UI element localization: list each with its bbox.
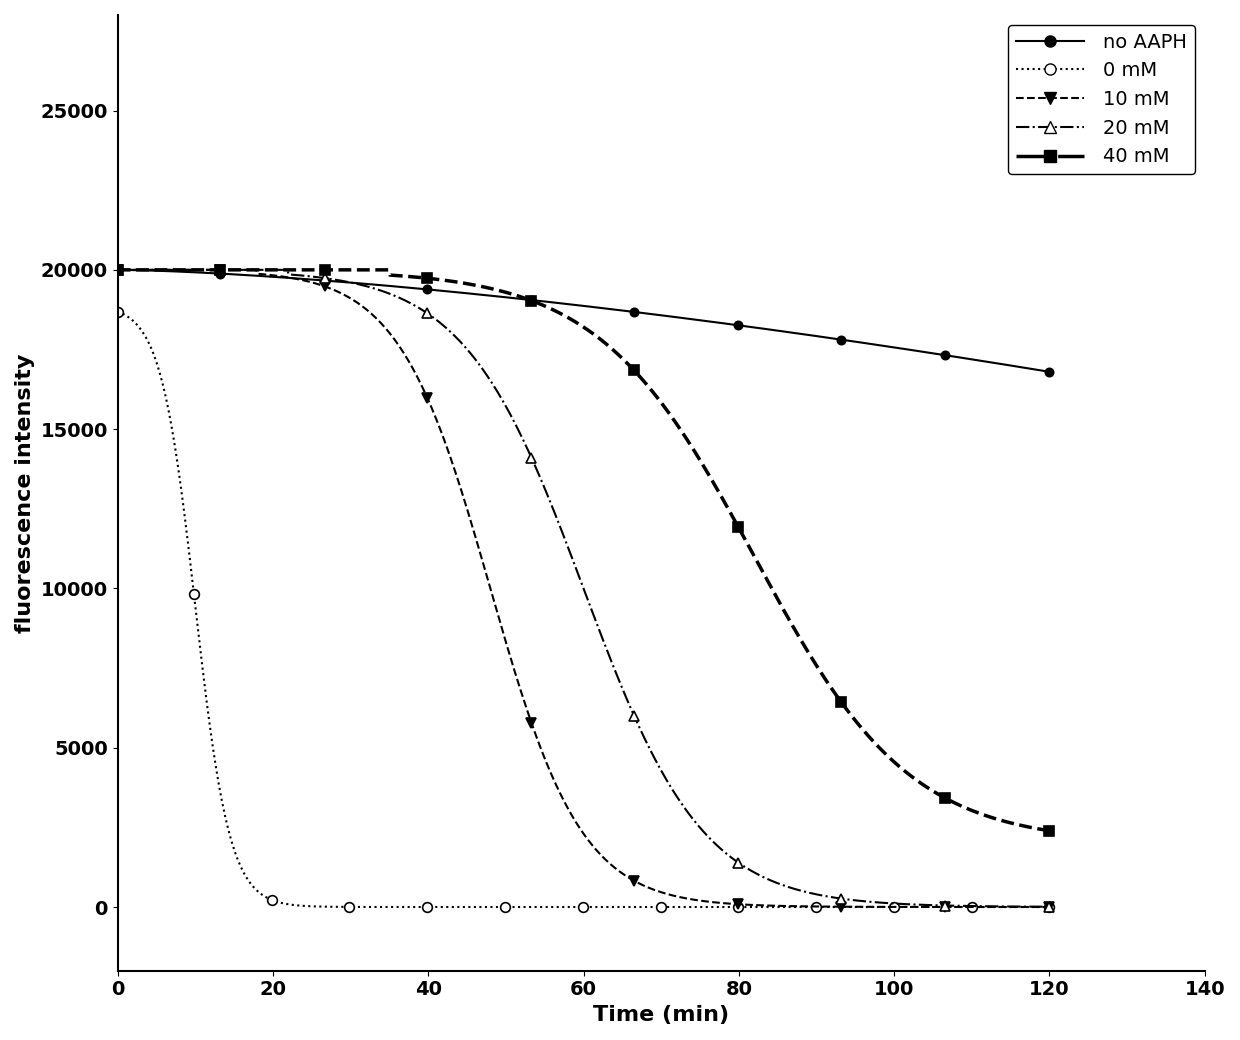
0 mM bbox=[808, 901, 823, 913]
0 mM bbox=[264, 893, 279, 906]
20 mM bbox=[833, 892, 848, 905]
10 mM bbox=[317, 280, 332, 292]
10 mM bbox=[833, 901, 848, 913]
Legend: no AAPH, 0 mM, 10 mM, 20 mM, 40 mM: no AAPH, 0 mM, 10 mM, 20 mM, 40 mM bbox=[1008, 25, 1195, 174]
40 mM bbox=[1042, 825, 1056, 837]
0 mM bbox=[1042, 901, 1056, 913]
0 mM bbox=[887, 901, 901, 913]
Line: no AAPH: no AAPH bbox=[114, 265, 1054, 376]
10 mM bbox=[213, 263, 228, 276]
0 mM bbox=[497, 901, 512, 913]
20 mM bbox=[420, 307, 435, 319]
20 mM bbox=[937, 900, 952, 912]
no AAPH bbox=[626, 306, 641, 318]
no AAPH bbox=[525, 293, 539, 306]
no AAPH bbox=[1042, 366, 1056, 379]
20 mM bbox=[317, 271, 332, 284]
40 mM bbox=[937, 791, 952, 804]
40 mM bbox=[730, 521, 745, 534]
0 mM bbox=[575, 901, 590, 913]
no AAPH bbox=[213, 267, 228, 280]
40 mM bbox=[833, 696, 848, 708]
Line: 40 mM: 40 mM bbox=[113, 265, 1054, 835]
10 mM bbox=[525, 717, 539, 729]
0 mM bbox=[110, 306, 125, 318]
10 mM bbox=[420, 391, 435, 404]
40 mM bbox=[317, 263, 332, 276]
0 mM bbox=[653, 901, 668, 913]
Line: 10 mM: 10 mM bbox=[113, 265, 1054, 912]
40 mM bbox=[525, 294, 539, 307]
20 mM bbox=[1042, 901, 1056, 913]
Line: 0 mM: 0 mM bbox=[113, 307, 1054, 912]
no AAPH bbox=[110, 263, 125, 276]
Y-axis label: fluorescence intensity: fluorescence intensity bbox=[15, 354, 35, 632]
10 mM bbox=[730, 898, 745, 910]
0 mM bbox=[186, 588, 201, 600]
10 mM bbox=[937, 901, 952, 913]
10 mM bbox=[110, 263, 125, 276]
Line: 20 mM: 20 mM bbox=[113, 265, 1054, 912]
0 mM bbox=[420, 901, 435, 913]
20 mM bbox=[213, 263, 228, 276]
0 mM bbox=[730, 901, 745, 913]
10 mM bbox=[626, 875, 641, 887]
40 mM bbox=[626, 364, 641, 376]
0 mM bbox=[965, 901, 980, 913]
40 mM bbox=[110, 263, 125, 276]
no AAPH bbox=[730, 319, 745, 332]
20 mM bbox=[525, 451, 539, 464]
10 mM bbox=[1042, 901, 1056, 913]
no AAPH bbox=[420, 283, 435, 295]
20 mM bbox=[626, 709, 641, 722]
40 mM bbox=[213, 263, 228, 276]
0 mM bbox=[342, 901, 357, 913]
no AAPH bbox=[317, 275, 332, 287]
20 mM bbox=[730, 856, 745, 868]
X-axis label: Time (min): Time (min) bbox=[593, 1005, 729, 1025]
no AAPH bbox=[833, 334, 848, 346]
40 mM bbox=[420, 272, 435, 285]
no AAPH bbox=[937, 349, 952, 362]
20 mM bbox=[110, 263, 125, 276]
